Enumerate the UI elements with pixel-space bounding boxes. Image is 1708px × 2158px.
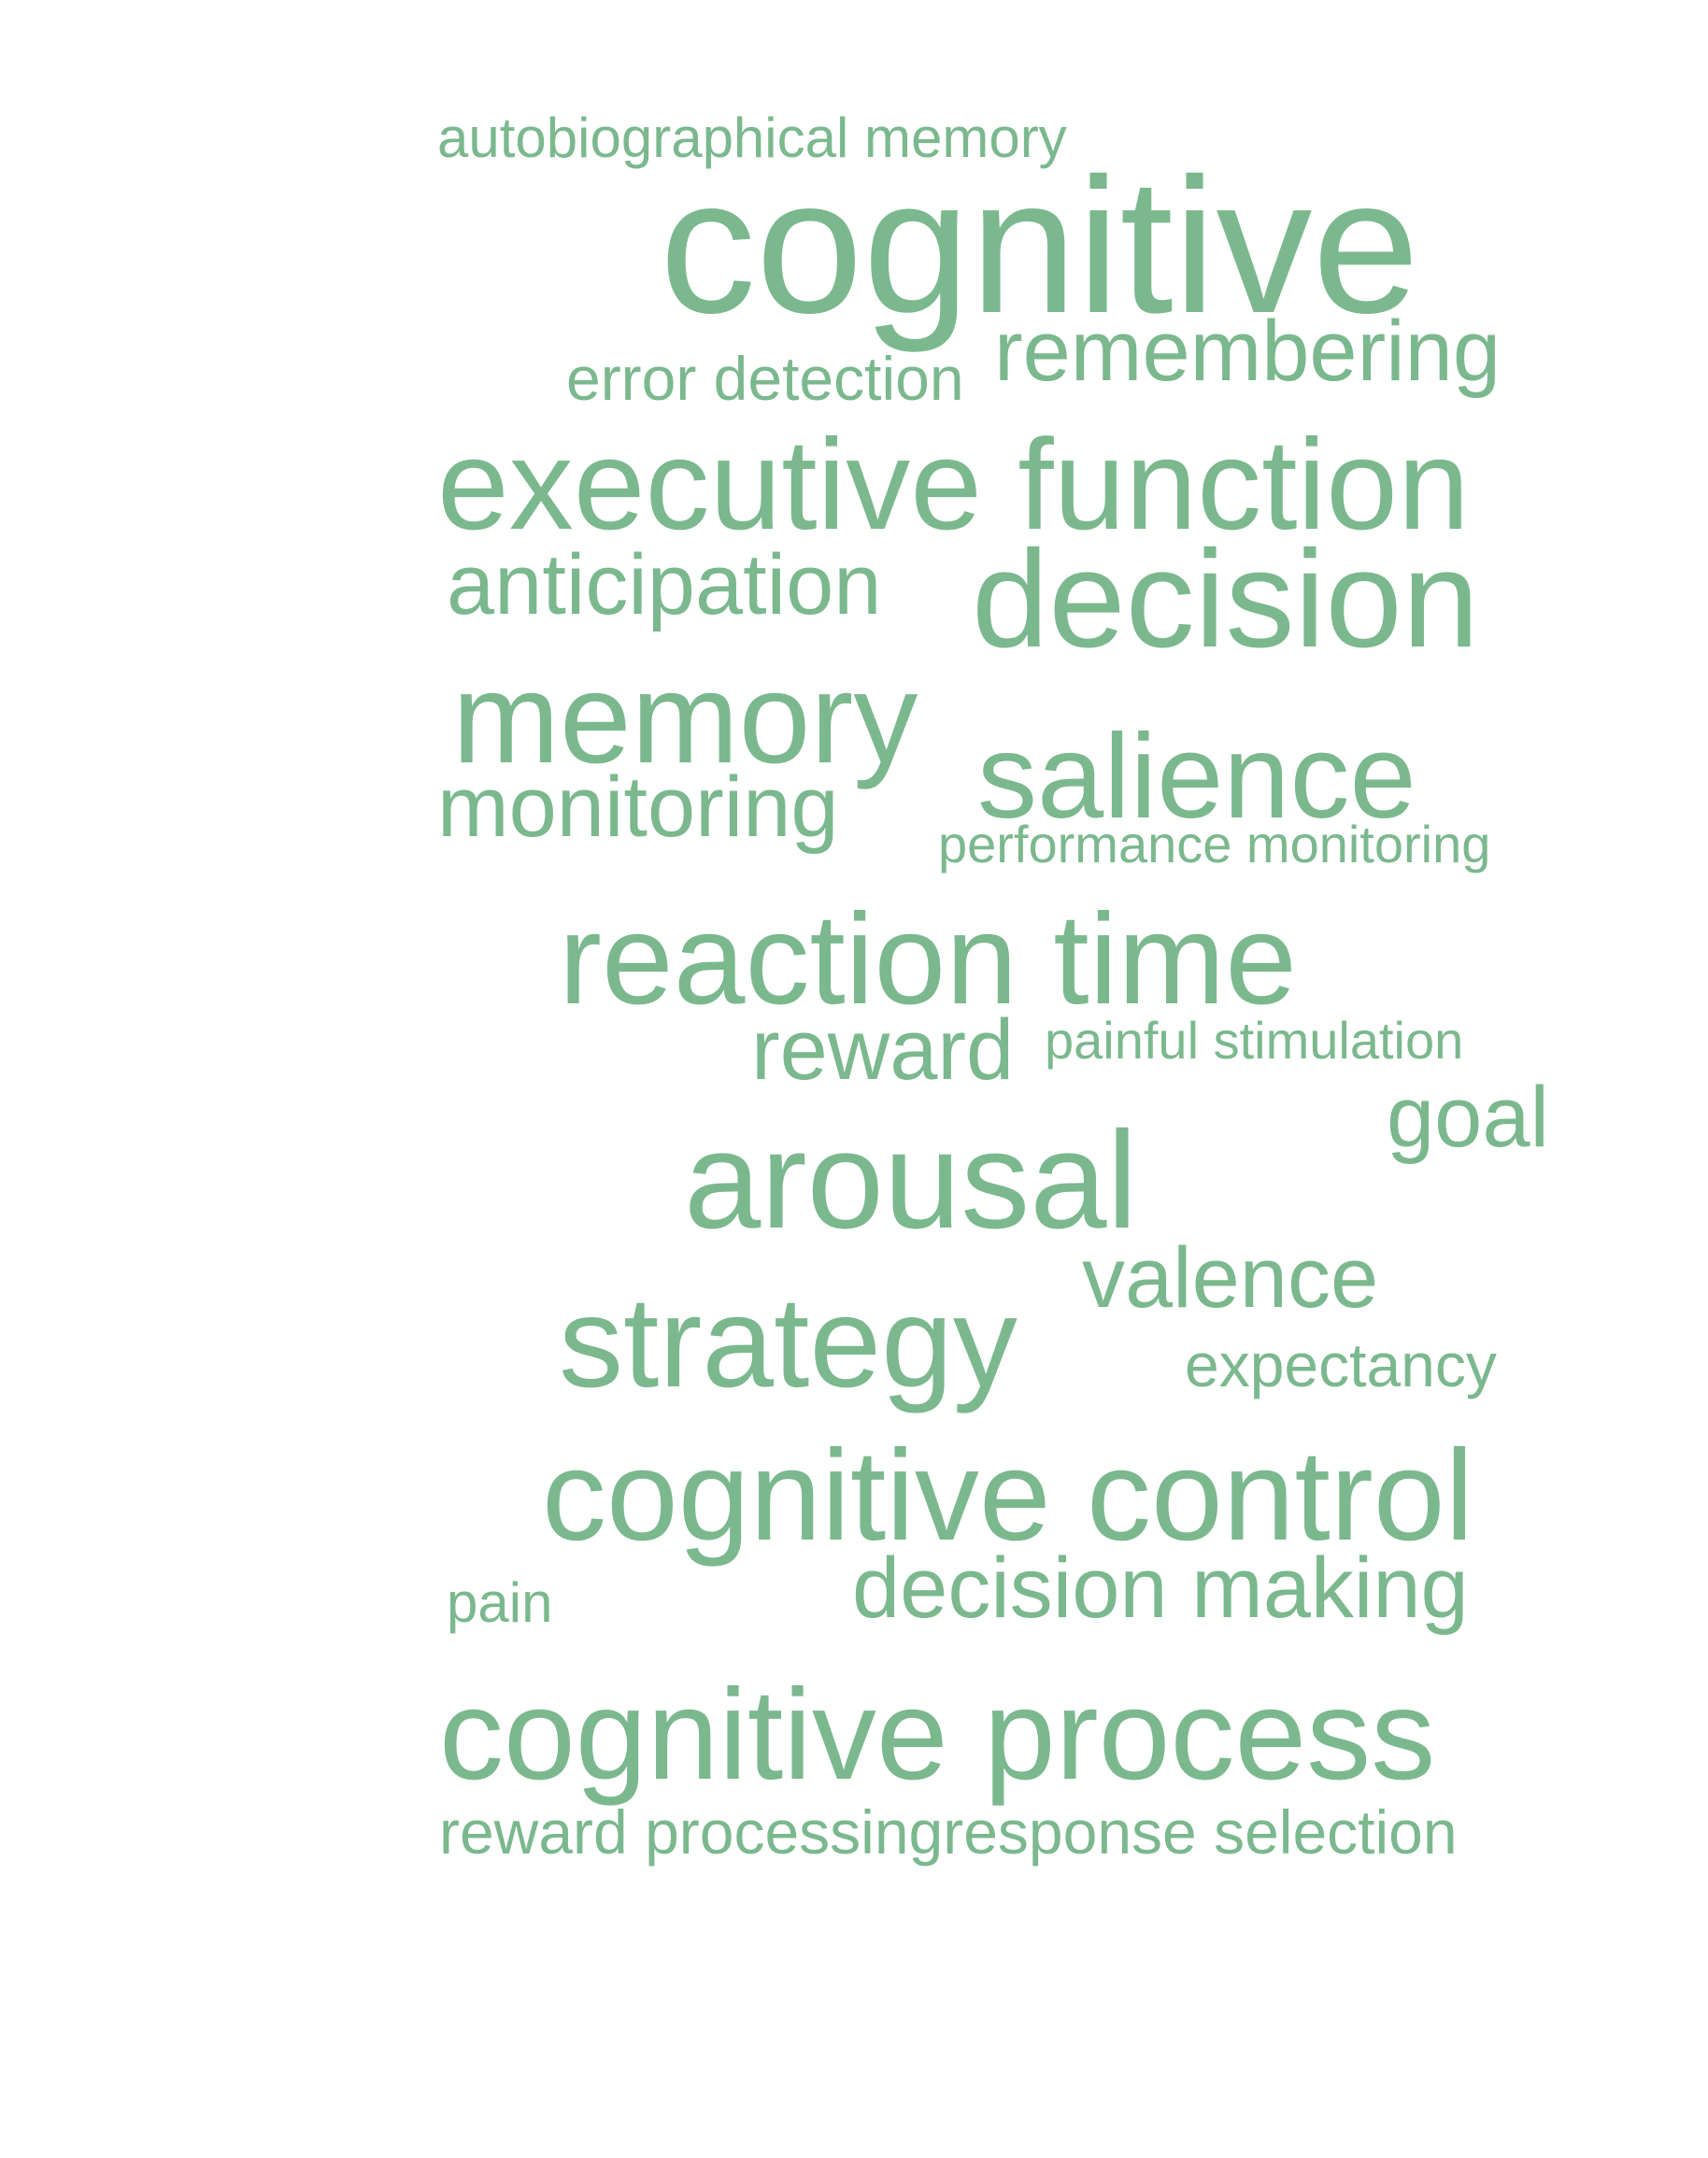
word-strategy: strategy: [559, 1271, 1018, 1414]
word-decision-making: decision making: [852, 1540, 1469, 1636]
word-reward: reward: [751, 1002, 1015, 1098]
word-painful-stimulation: painful stimulation: [1045, 1011, 1464, 1070]
word-reaction-time: reaction time: [559, 887, 1297, 1031]
word-expectancy: expectancy: [1185, 1330, 1497, 1399]
word-valence: valence: [1082, 1230, 1379, 1326]
word-decision: decision: [972, 522, 1480, 676]
word-performance-monitoring: performance monitoring: [938, 815, 1491, 873]
word-monitoring: monitoring: [437, 760, 839, 855]
word-reward-processing-response-selection: reward processingresponse selection: [439, 1797, 1458, 1867]
word-goal: goal: [1387, 1070, 1549, 1165]
word-cognitive-process: cognitive process: [439, 1663, 1436, 1807]
word-arousal: arousal: [684, 1103, 1138, 1257]
word-pain: pain: [447, 1571, 553, 1634]
word-cognitive-control: cognitive control: [542, 1424, 1474, 1568]
word-memory: memory: [452, 646, 918, 790]
word-cognitive: cognitive: [660, 138, 1420, 353]
word-error-detection: error detection: [566, 344, 964, 413]
word-anticipation: anticipation: [447, 537, 882, 632]
word-executive-function: executive function: [437, 413, 1470, 557]
word-salience: salience: [977, 710, 1416, 844]
word-remembering: remembering: [994, 304, 1501, 399]
word-autobiographical-memory: autobiographical memory: [437, 106, 1067, 169]
